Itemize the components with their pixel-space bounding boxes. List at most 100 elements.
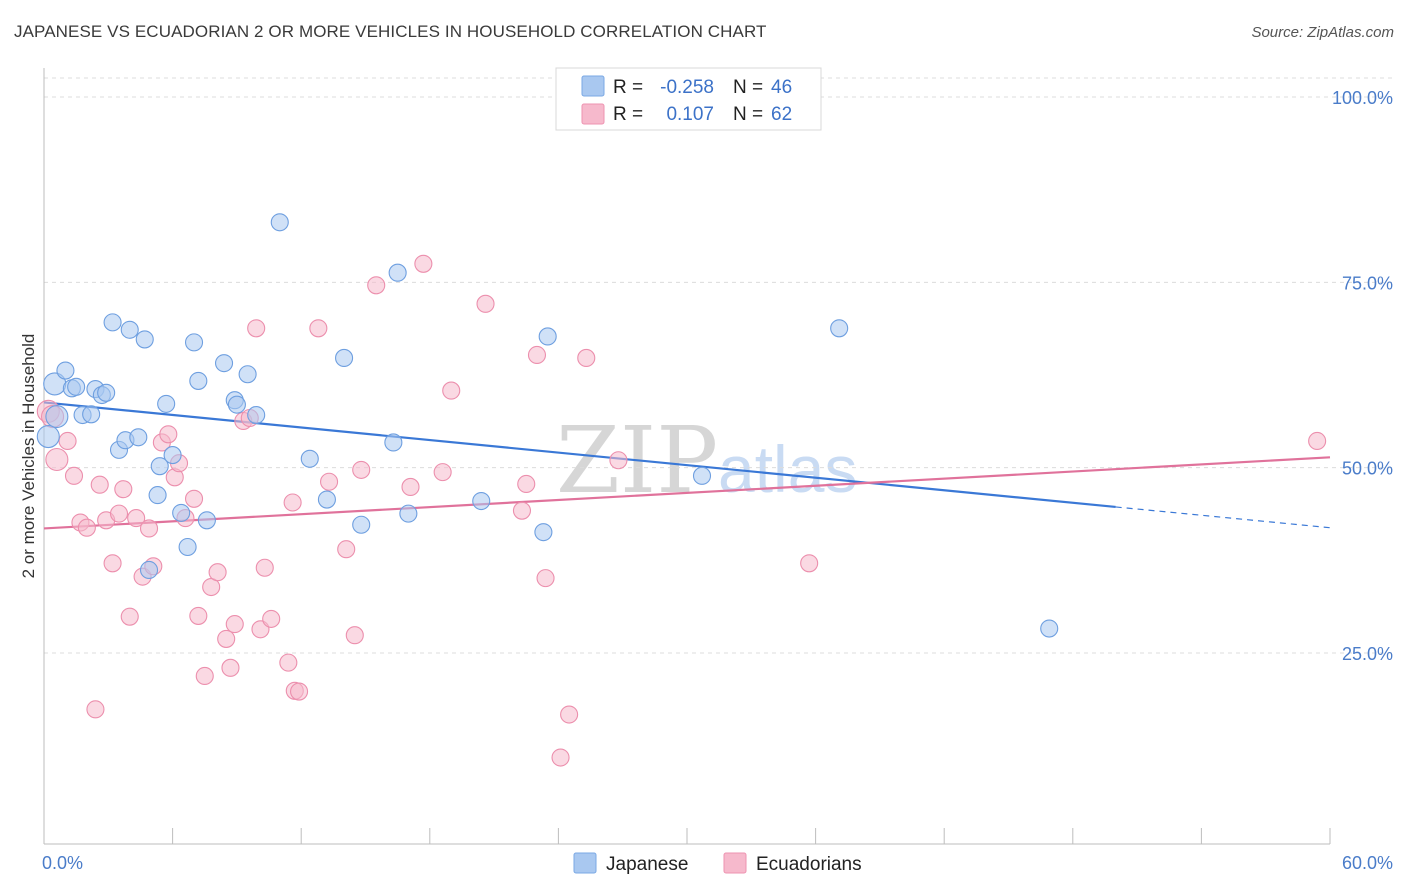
japanese-point — [1040, 619, 1059, 638]
ecuadorians-point — [560, 705, 579, 724]
ecuadorians-point — [309, 319, 328, 338]
y-tick-label-25: 25.0% — [1342, 644, 1393, 664]
y-tick-label-75: 75.0% — [1342, 273, 1393, 293]
japanese-point — [157, 394, 176, 413]
y-tick-label-50: 50.0% — [1342, 459, 1393, 479]
ecuadorians-point — [139, 519, 159, 538]
ecuadorians-point — [225, 615, 244, 634]
japanese-point — [148, 486, 167, 505]
y-tick-labels: 25.0% 50.0% 75.0% 100.0% — [1332, 88, 1393, 664]
japanese-point — [214, 354, 234, 373]
legend-r-label-japanese: R = — [613, 77, 643, 98]
japanese-trend-line-extension — [1115, 506, 1331, 529]
japanese-point — [352, 515, 371, 534]
japanese-point — [534, 523, 553, 542]
ecuadorians-point — [414, 254, 433, 273]
japanese-point — [139, 560, 159, 580]
japanese-point — [120, 320, 139, 339]
ecuadorians-point — [517, 474, 536, 494]
legend-swatch-japanese — [581, 75, 605, 97]
ecuadorians-point — [189, 606, 208, 625]
japanese-point — [399, 504, 418, 523]
japanese-point — [472, 491, 491, 511]
legend-n-label-ecuadorians: N = — [733, 104, 763, 125]
ecuadorians-point — [609, 451, 628, 470]
japanese-point — [335, 348, 354, 367]
ecuadorians-point — [279, 653, 298, 672]
japanese-point — [103, 313, 122, 332]
japanese-point — [129, 428, 148, 447]
ecuadorians-point — [184, 489, 204, 508]
ecuadorians-point — [433, 463, 452, 482]
japanese-points — [36, 213, 1059, 638]
legend-swatch-ecuadorians — [581, 103, 605, 125]
japanese-point — [135, 330, 154, 349]
ecuadorians-point — [77, 518, 96, 537]
ecuadorians-point — [45, 447, 69, 472]
japanese-point — [830, 319, 849, 338]
correlation-legend: R = -0.258 N = 46 R = 0.107 N = 62 — [555, 67, 822, 131]
japanese-point — [67, 377, 86, 396]
legend-r-label-ecuadorians: R = — [613, 104, 643, 125]
japanese-point — [227, 395, 246, 414]
y-tick-label-100: 100.0% — [1332, 88, 1393, 108]
ecuadorians-point — [337, 540, 356, 559]
japanese-point — [238, 365, 257, 384]
ecuadorians-point — [345, 626, 364, 645]
japanese-point — [317, 490, 336, 509]
ecuadorians-point — [221, 658, 240, 677]
japanese-point — [197, 511, 216, 530]
ecuadorians-point — [401, 477, 420, 496]
chart-title: JAPANESE VS ECUADORIAN 2 OR MORE VEHICLE… — [14, 22, 767, 41]
japanese-point — [184, 333, 204, 352]
japanese-trend-line — [43, 401, 1116, 509]
japanese-point — [270, 213, 289, 232]
japanese-point — [163, 446, 182, 465]
ecuadorians-point — [512, 501, 532, 520]
legend-n-value-ecuadorians: 62 — [771, 104, 792, 125]
legend-n-value-japanese: 46 — [771, 77, 792, 98]
ecuadorians-point — [103, 554, 122, 573]
ecuadorians-point — [536, 569, 555, 588]
ecuadorians-point — [58, 431, 77, 451]
trend-lines — [43, 401, 1331, 530]
japanese-point — [150, 457, 169, 476]
ecuadorians-point — [255, 558, 274, 577]
ecuadorians-point — [320, 472, 339, 491]
ecuadorians-point — [64, 466, 84, 485]
ecuadorians-point — [127, 509, 146, 528]
ecuadorians-point — [442, 381, 461, 400]
axes — [43, 68, 1331, 845]
y-axis-label: 2 or more Vehicles in Household — [19, 334, 38, 579]
japanese-point — [172, 503, 191, 522]
japanese-point — [45, 404, 69, 429]
ecuadorians-point — [208, 563, 227, 582]
ecuadorians-point — [1308, 431, 1327, 451]
ecuadorians-point — [217, 629, 236, 648]
ecuadorians-point — [247, 319, 266, 338]
ecuadorians-point — [476, 294, 495, 313]
japanese-point — [300, 449, 319, 468]
series-legend: Japanese Ecuadorians — [573, 852, 862, 875]
bottom-legend-label-ecuadorians: Ecuadorians — [756, 854, 862, 875]
ecuadorians-point — [120, 607, 139, 626]
ecuadorians-point — [290, 682, 309, 701]
ecuadorians-point — [114, 480, 133, 499]
ecuadorians-point — [577, 348, 596, 367]
japanese-point — [247, 405, 266, 425]
japanese-point — [189, 371, 208, 390]
japanese-point — [97, 383, 116, 402]
japanese-point — [82, 405, 101, 424]
ecuadorians-point — [86, 700, 105, 719]
watermark-atlas: atlas — [718, 432, 857, 506]
ecuadorians-trend-line — [43, 456, 1331, 530]
ecuadorians-point — [109, 504, 129, 523]
ecuadorians-point — [367, 276, 386, 295]
ecuadorians-point — [800, 554, 819, 573]
ecuadorians-point — [551, 748, 570, 767]
bottom-legend-swatch-ecuadorians — [723, 852, 747, 874]
legend-r-value-japanese: -0.258 — [660, 77, 714, 98]
japanese-point — [388, 263, 407, 282]
ecuadorians-point — [159, 425, 178, 444]
